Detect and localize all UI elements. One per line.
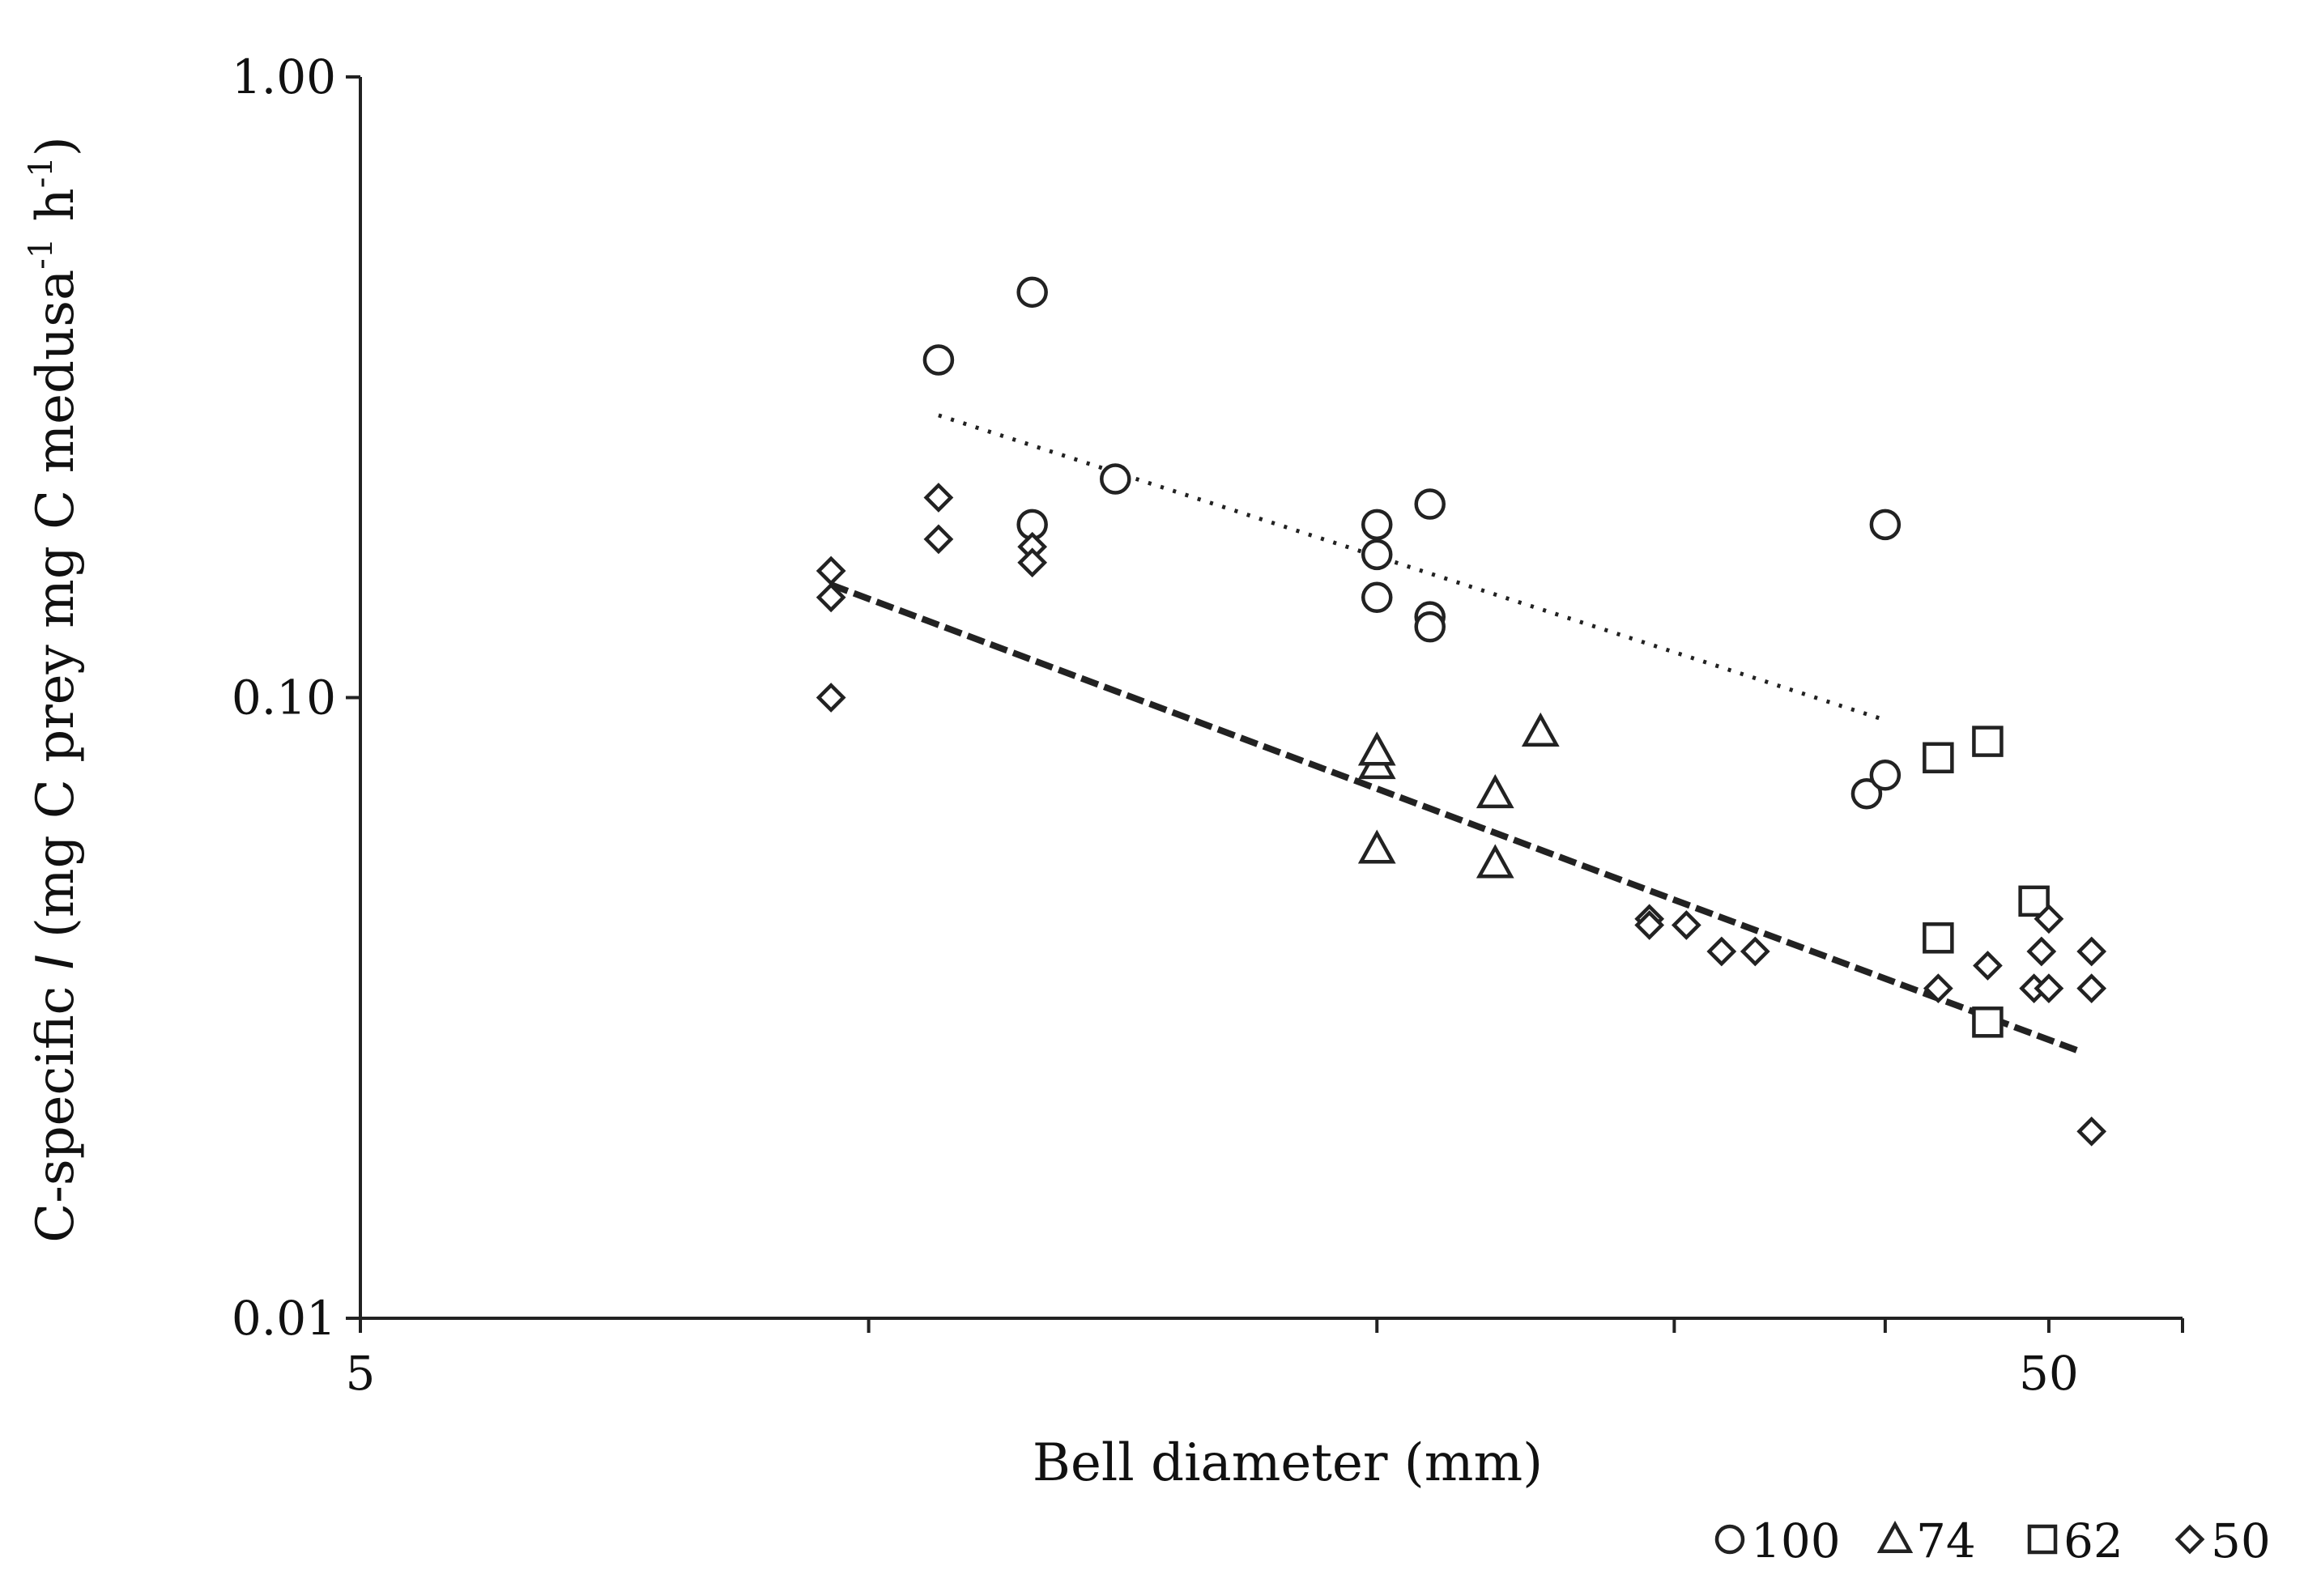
- legend-item-62: 62: [2027, 1513, 2123, 1568]
- data-point-circle: [1869, 509, 1902, 541]
- legend-label: 100: [1751, 1513, 1841, 1568]
- data-point-diamond: [816, 582, 846, 613]
- data-point-square: [1972, 726, 2004, 757]
- axes: 0.01 0.10 1.00 5 50 Bell diameter (mm) C-speci…: [23, 49, 2184, 1493]
- data-point-square: [1923, 742, 1954, 774]
- series-74: [1357, 712, 1560, 879]
- data-point-triangle: [1357, 829, 1396, 864]
- series-100: [922, 276, 1902, 810]
- legend-triangle-icon: [1876, 1520, 1914, 1553]
- data-point-square: [1923, 922, 1954, 954]
- legend-label: 74: [1916, 1513, 1976, 1568]
- data-point-diamond: [2026, 936, 2057, 967]
- data-point-diamond: [1017, 547, 1048, 578]
- legend-item-100: 100: [1714, 1513, 1841, 1568]
- data-point-circle: [1361, 538, 1393, 571]
- legend-diamond-icon: [2174, 1524, 2205, 1555]
- data-point-triangle: [1357, 731, 1396, 766]
- data-point-diamond: [1634, 910, 1665, 940]
- legend-label: 62: [2063, 1513, 2123, 1568]
- data-point-circle: [1414, 611, 1446, 643]
- data-point-diamond: [2034, 973, 2064, 1004]
- data-point-circle: [1850, 777, 1883, 810]
- legend-circle-icon: [1714, 1524, 1745, 1555]
- data-point-circle: [1016, 276, 1048, 309]
- data-point-diamond: [2034, 904, 2064, 934]
- data-point-diamond: [2076, 1116, 2107, 1147]
- data-point-triangle: [1521, 712, 1560, 747]
- data-point-diamond: [2076, 973, 2107, 1004]
- y-tick-label: 0.10: [232, 670, 336, 726]
- legend-item-74: 74: [1876, 1513, 1976, 1568]
- series-62: [1923, 726, 2050, 1038]
- data-point-circle: [1361, 509, 1393, 541]
- legend-item-50: 50: [2174, 1513, 2271, 1568]
- trendline-dashed: [829, 581, 2079, 1054]
- data-points: [816, 276, 2107, 1147]
- data-point-diamond: [1706, 936, 1737, 967]
- y-tick-label: 0.01: [232, 1291, 336, 1346]
- data-point-square: [1972, 1007, 2004, 1038]
- trendlines: [829, 413, 2079, 1054]
- data-point-triangle: [1476, 774, 1514, 809]
- data-point-triangle: [1476, 844, 1514, 879]
- trendline-dotted: [938, 413, 1886, 722]
- x-tick-label: 50: [2019, 1346, 2079, 1401]
- data-point-diamond: [1671, 910, 1701, 940]
- data-point-circle: [1414, 488, 1446, 520]
- data-point-diamond: [816, 683, 846, 713]
- data-point-diamond: [2076, 936, 2107, 967]
- data-point-circle: [1869, 760, 1902, 791]
- data-point-circle: [1361, 581, 1393, 614]
- data-point-diamond: [1973, 951, 2003, 981]
- x-tick-label: 5: [346, 1346, 376, 1401]
- data-point-diamond: [923, 483, 954, 513]
- x-axis-title: Bell diameter (mm): [1033, 1433, 1543, 1493]
- legend-square-icon: [2027, 1524, 2058, 1555]
- legend-label: 50: [2211, 1513, 2271, 1568]
- series-50: [816, 483, 2107, 1147]
- y-axis-title: C-specific I (mg C prey mg C medusa-1 h-…: [23, 136, 86, 1242]
- data-point-diamond: [816, 555, 846, 586]
- data-point-diamond: [1923, 973, 1953, 1004]
- data-point-diamond: [923, 524, 954, 555]
- data-point-diamond: [1740, 936, 1770, 967]
- legend: 100 74 62 50: [1714, 1513, 2271, 1568]
- data-point-circle: [1100, 463, 1131, 495]
- y-tick-label: 1.00: [232, 49, 336, 104]
- data-point-circle: [922, 344, 955, 376]
